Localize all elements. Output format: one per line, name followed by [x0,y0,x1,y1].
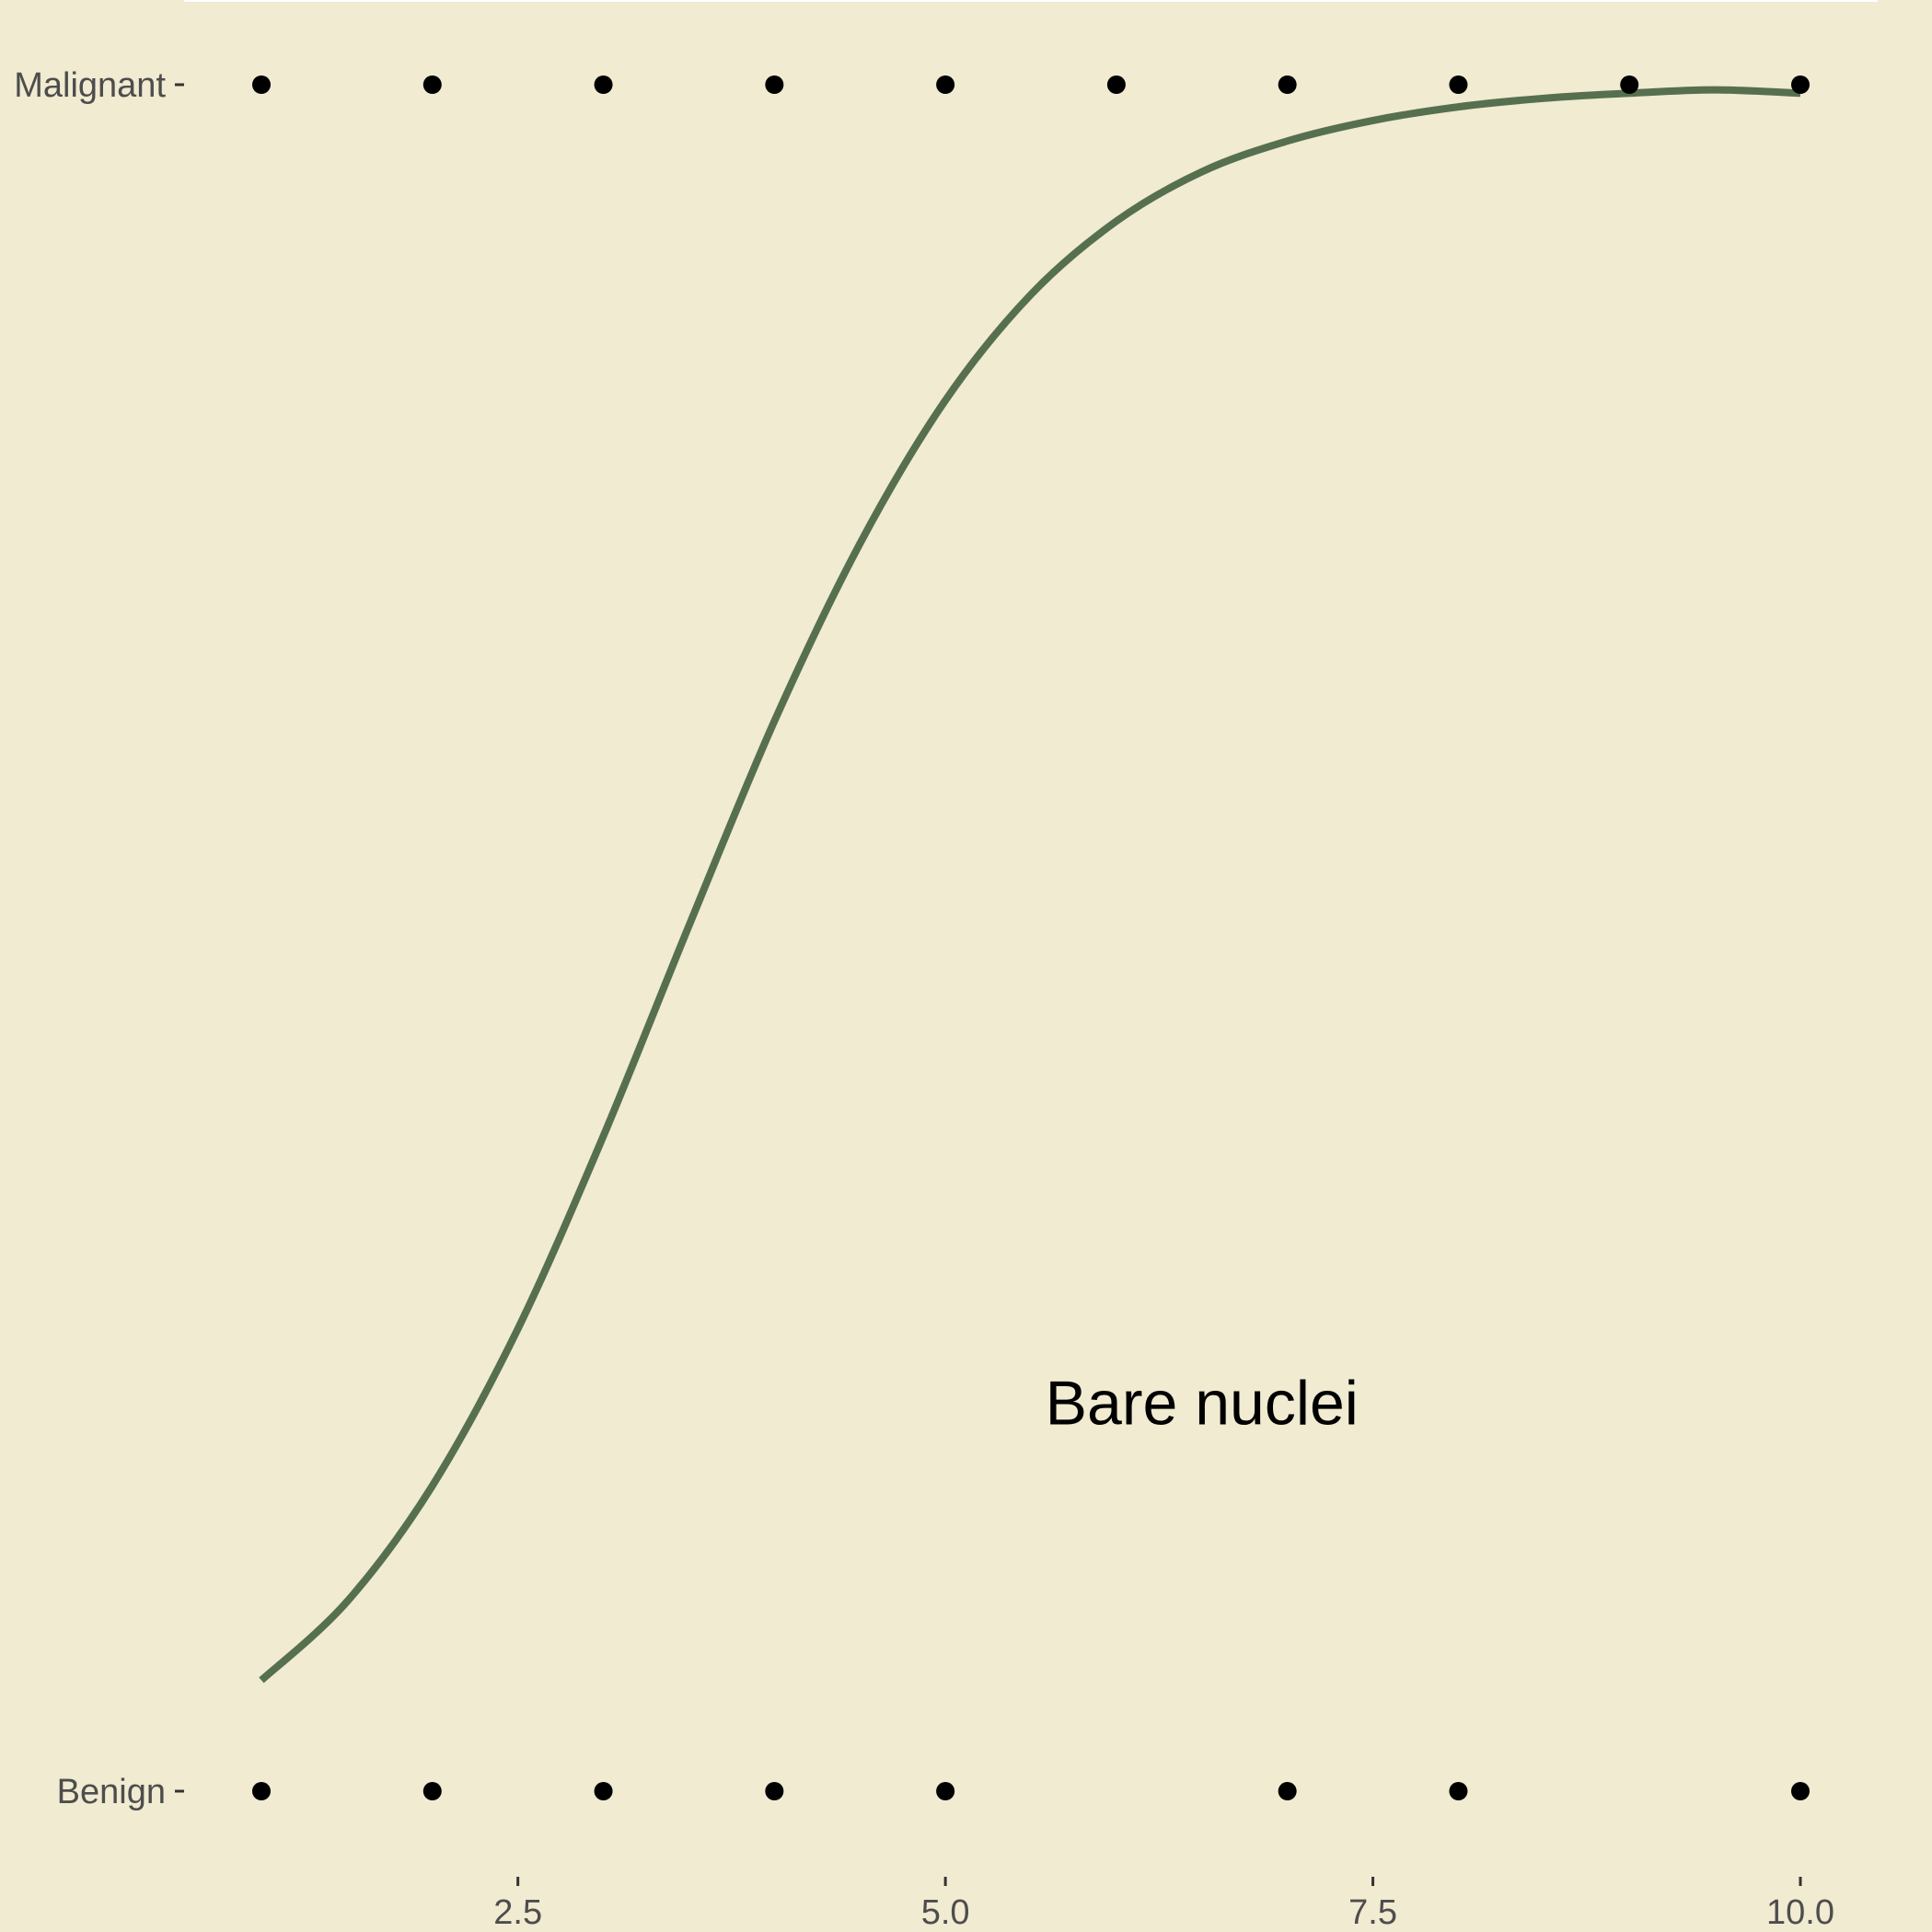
data-points [252,75,1810,1800]
logistic-fit-curve [259,86,1801,1683]
data-point-benign [1278,1782,1297,1800]
data-point-benign [1449,1782,1468,1800]
data-point-malignant [1791,75,1810,94]
x-tick-label: 5.0 [921,1893,970,1932]
data-point-benign [594,1782,613,1800]
data-point-benign [1791,1782,1810,1800]
x-tick-label: 2.5 [493,1893,542,1932]
y-axis: Benign Malignant [14,66,184,1811]
data-point-malignant [1106,75,1126,94]
data-point-benign [422,1782,442,1800]
data-point-malignant [252,75,271,94]
data-point-malignant [765,75,784,94]
data-point-malignant [936,75,955,94]
top-edge-strip [184,0,1878,2]
y-tick-label: Benign [57,1773,166,1811]
data-point-malignant [422,75,442,94]
data-point-malignant [594,75,613,94]
data-point-benign [252,1782,271,1800]
y-tick-label: Malignant [14,66,166,105]
annotation-label: Bare nuclei [1046,1368,1359,1438]
data-point-malignant [1620,75,1639,94]
x-tick-label: 10.0 [1766,1893,1834,1932]
data-point-malignant [1449,75,1468,94]
data-point-benign [765,1782,784,1800]
data-point-benign [936,1782,955,1800]
data-point-malignant [1278,75,1297,94]
x-tick-label: 7.5 [1348,1893,1397,1932]
x-axis: 2.5 5.0 7.5 10.0 [493,1877,1834,1932]
